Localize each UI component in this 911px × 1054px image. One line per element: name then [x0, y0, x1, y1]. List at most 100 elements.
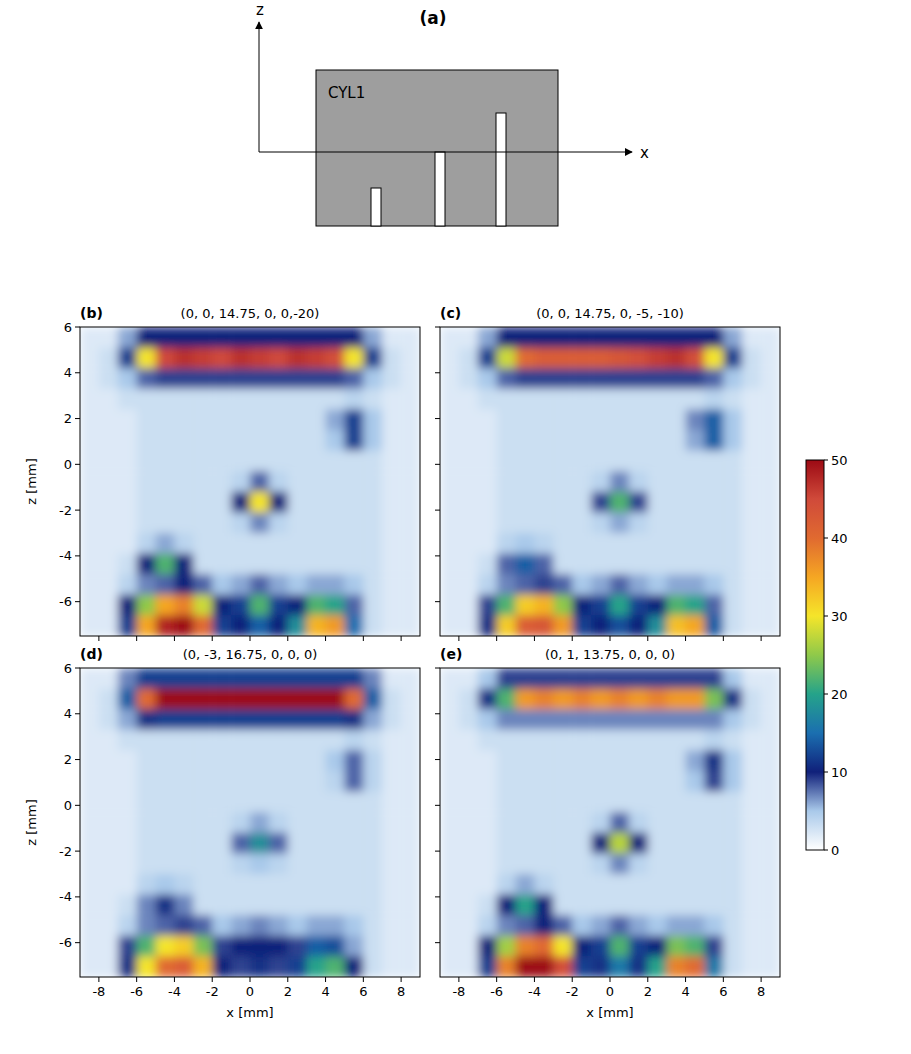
cell — [401, 792, 420, 813]
cell — [742, 730, 761, 751]
cell — [478, 689, 497, 710]
cell — [363, 956, 382, 977]
cell — [80, 327, 99, 348]
cell — [610, 348, 629, 369]
cell — [382, 348, 401, 369]
cell — [686, 533, 705, 554]
cell — [553, 430, 572, 451]
x-tick — [534, 977, 535, 982]
cell — [667, 812, 686, 833]
cell — [440, 574, 459, 595]
cell — [231, 492, 250, 513]
cell — [174, 327, 193, 348]
cell — [363, 554, 382, 575]
cell — [667, 430, 686, 451]
cell — [231, 895, 250, 916]
cell — [137, 348, 156, 369]
cell — [269, 874, 288, 895]
cell — [704, 709, 723, 730]
cell — [250, 915, 269, 936]
cell — [497, 915, 516, 936]
cell — [553, 574, 572, 595]
cell — [156, 771, 175, 792]
cell — [459, 833, 478, 854]
cell — [156, 595, 175, 616]
cell — [610, 533, 629, 554]
cell — [250, 327, 269, 348]
cell — [648, 512, 667, 533]
cell — [610, 792, 629, 813]
x-tick — [572, 636, 573, 641]
cell — [99, 348, 118, 369]
object-label: CYL1 — [328, 84, 365, 102]
cell — [572, 471, 591, 492]
y-tick-label: 6 — [64, 320, 72, 335]
cell — [231, 812, 250, 833]
cell — [497, 327, 516, 348]
cell — [288, 574, 307, 595]
cell — [250, 874, 269, 895]
cell — [401, 615, 420, 636]
cell — [553, 492, 572, 513]
cell — [667, 615, 686, 636]
cell — [648, 709, 667, 730]
cell — [99, 730, 118, 751]
cell — [572, 895, 591, 916]
cell — [401, 595, 420, 616]
cell — [497, 956, 516, 977]
cell — [156, 689, 175, 710]
cell — [99, 936, 118, 957]
cell — [174, 936, 193, 957]
cell — [250, 812, 269, 833]
cell — [212, 771, 231, 792]
y-tick-label: 4 — [64, 365, 72, 380]
cell — [629, 533, 648, 554]
cell — [667, 895, 686, 916]
cell — [667, 348, 686, 369]
x-tick — [98, 636, 99, 641]
cell — [326, 730, 345, 751]
cell — [118, 595, 137, 616]
cell — [497, 874, 516, 895]
cell — [363, 471, 382, 492]
cell — [686, 574, 705, 595]
cell — [553, 595, 572, 616]
cell — [156, 956, 175, 977]
cells — [80, 327, 420, 636]
cell — [648, 915, 667, 936]
cell — [572, 327, 591, 348]
cell — [742, 915, 761, 936]
cell — [686, 792, 705, 813]
cell — [610, 615, 629, 636]
cell — [629, 730, 648, 751]
cell — [629, 895, 648, 916]
colorbar-tick-label: 20 — [831, 687, 848, 702]
cell — [80, 348, 99, 369]
cell — [686, 389, 705, 410]
cell — [667, 915, 686, 936]
cell — [572, 533, 591, 554]
cell — [99, 471, 118, 492]
cell — [572, 512, 591, 533]
cell — [686, 668, 705, 689]
cell — [553, 389, 572, 410]
cell — [610, 730, 629, 751]
cell — [307, 956, 326, 977]
cell — [326, 409, 345, 430]
cell — [459, 709, 478, 730]
cell — [478, 430, 497, 451]
cell — [401, 853, 420, 874]
cell — [193, 730, 212, 751]
cell — [497, 771, 516, 792]
x-tick — [761, 977, 762, 982]
x-tick-label: 6 — [719, 984, 727, 999]
cell — [553, 915, 572, 936]
cell — [269, 668, 288, 689]
cell — [572, 956, 591, 977]
cell — [344, 492, 363, 513]
cell — [344, 792, 363, 813]
x-tick — [647, 977, 648, 982]
cell — [742, 833, 761, 854]
cell — [307, 492, 326, 513]
cell — [174, 895, 193, 916]
